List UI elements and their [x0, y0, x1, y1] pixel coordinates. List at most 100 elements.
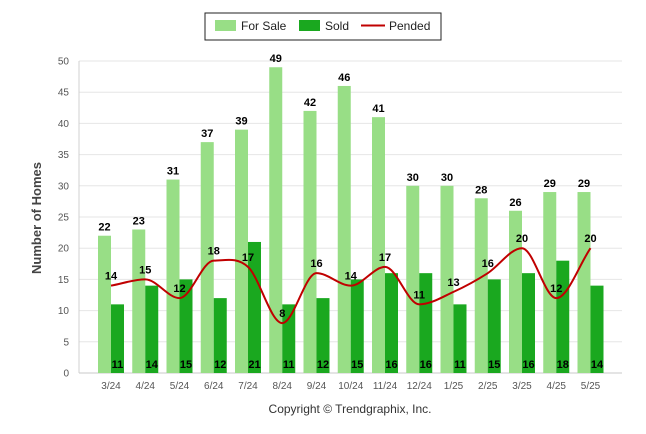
for-sale-data-label: 26	[509, 197, 521, 209]
legend: For Sale Sold Pended	[204, 12, 442, 41]
y-tick-label: 30	[58, 181, 70, 192]
x-tick-label: 6/24	[204, 381, 224, 392]
pended-data-label: 13	[447, 277, 459, 289]
x-tick-label: 3/24	[101, 381, 121, 392]
sold-data-label: 15	[180, 359, 192, 371]
sold-data-label: 12	[214, 359, 226, 371]
for-sale-bar	[98, 235, 111, 373]
x-tick-label: 12/24	[407, 381, 432, 392]
for-sale-data-label: 22	[98, 222, 110, 234]
x-tick-label: 5/25	[581, 381, 601, 392]
sold-data-label: 14	[146, 359, 159, 371]
x-tick-label: 8/24	[273, 381, 293, 392]
sold-data-label: 12	[317, 359, 329, 371]
sold-bar	[487, 279, 501, 373]
for-sale-bar	[269, 67, 283, 374]
pended-data-label: 18	[208, 246, 220, 258]
x-tick-label: 5/24	[170, 381, 190, 392]
pended-data-label: 8	[279, 308, 285, 320]
pended-data-label: 16	[310, 258, 322, 270]
for-sale-data-label: 42	[304, 97, 316, 109]
y-tick-label: 0	[63, 369, 69, 380]
sold-data-label: 15	[488, 359, 500, 371]
x-tick-label: 11/24	[373, 381, 398, 392]
for-sale-bar	[303, 110, 317, 374]
copyright-text: Copyright © Trendgraphix, Inc.	[269, 402, 432, 416]
pended-line-group	[110, 247, 592, 325]
y-tick-label: 20	[58, 244, 70, 255]
sold-data-label: 16	[420, 359, 432, 371]
for-sale-bar	[474, 198, 488, 373]
y-tick-label: 25	[58, 213, 70, 224]
for-sale-bar	[235, 129, 248, 373]
for-sale-bar	[372, 117, 385, 373]
sold-bar	[179, 279, 193, 373]
x-tick-label: 9/24	[307, 381, 327, 392]
pended-data-label: 17	[379, 252, 391, 264]
for-sale-data-label: 31	[167, 166, 179, 178]
y-tick-label: 45	[58, 88, 70, 99]
sold-bar	[350, 279, 364, 373]
pended-data-label: 12	[550, 283, 562, 295]
sold-bar	[453, 304, 467, 373]
pended-data-label: 14	[345, 271, 358, 283]
sold-data-label: 11	[112, 359, 124, 371]
legend-for-sale-label: For Sale	[241, 19, 287, 33]
y-axis: 0 5 10 15 20 25 30 35 40 45 50	[58, 57, 70, 380]
for-sale-bar	[166, 179, 180, 373]
for-sale-bar	[132, 229, 146, 373]
sold-bar	[590, 285, 604, 373]
sold-data-label: 21	[248, 359, 260, 371]
bars	[98, 67, 604, 374]
y-tick-label: 10	[58, 306, 70, 317]
sold-data-label: 11	[454, 359, 466, 371]
x-tick-label: 2/25	[478, 381, 498, 392]
x-tick-label: 10/24	[338, 381, 363, 392]
legend-sold-label: Sold	[325, 19, 349, 33]
sold-data-label: 16	[385, 359, 397, 371]
for-sale-data-label: 37	[201, 128, 213, 140]
for-sale-data-label: 29	[578, 178, 590, 190]
pended-data-label: 20	[584, 233, 596, 245]
for-sale-data-label: 39	[235, 116, 247, 128]
pended-data-label: 16	[482, 258, 494, 270]
x-tick-label: 4/25	[547, 381, 567, 392]
y-axis-label: Number of Homes	[29, 162, 44, 274]
for-sale-data-label: 23	[133, 215, 145, 227]
y-tick-label: 35	[58, 150, 70, 161]
sold-data-label: 15	[351, 359, 363, 371]
pended-data-label: 11	[413, 289, 425, 301]
sold-bar	[385, 273, 398, 373]
sold-data-label: 18	[557, 359, 569, 371]
pended-data-label: 20	[516, 233, 528, 245]
for-sale-bar	[543, 192, 557, 373]
for-sale-data-label: 28	[475, 184, 487, 196]
sold-data-label: 16	[522, 359, 534, 371]
for-sale-data-label: 49	[270, 53, 282, 65]
pended-data-label: 14	[105, 271, 118, 283]
y-tick-label: 5	[63, 337, 69, 348]
pended-data-label: 12	[173, 283, 185, 295]
for-sale-bar	[577, 192, 591, 373]
sold-bar	[419, 273, 433, 373]
for-sale-data-label: 30	[441, 172, 453, 184]
x-tick-label: 1/25	[444, 381, 464, 392]
for-sale-bar	[406, 185, 420, 373]
x-tick-label: 3/25	[512, 381, 532, 392]
sold-data-label: 11	[283, 359, 295, 371]
for-sale-data-label: 29	[544, 178, 556, 190]
for-sale-bar	[200, 142, 214, 373]
x-tick-label: 4/24	[136, 381, 156, 392]
data-labels: 22 23 31 37 39 49 42 46 41 30 30 28 26 29 29 11 14 15 12 21…	[98, 53, 604, 371]
for-sale-data-label: 30	[407, 172, 419, 184]
sold-bar	[556, 260, 570, 373]
legend-for-sale-swatch	[215, 20, 236, 31]
for-sale-bar	[337, 85, 351, 374]
sold-data-label: 14	[591, 359, 604, 371]
for-sale-data-label: 41	[372, 103, 384, 115]
sold-bar	[213, 298, 227, 373]
for-sale-data-label: 46	[338, 72, 350, 84]
legend-pended-label: Pended	[389, 19, 430, 33]
